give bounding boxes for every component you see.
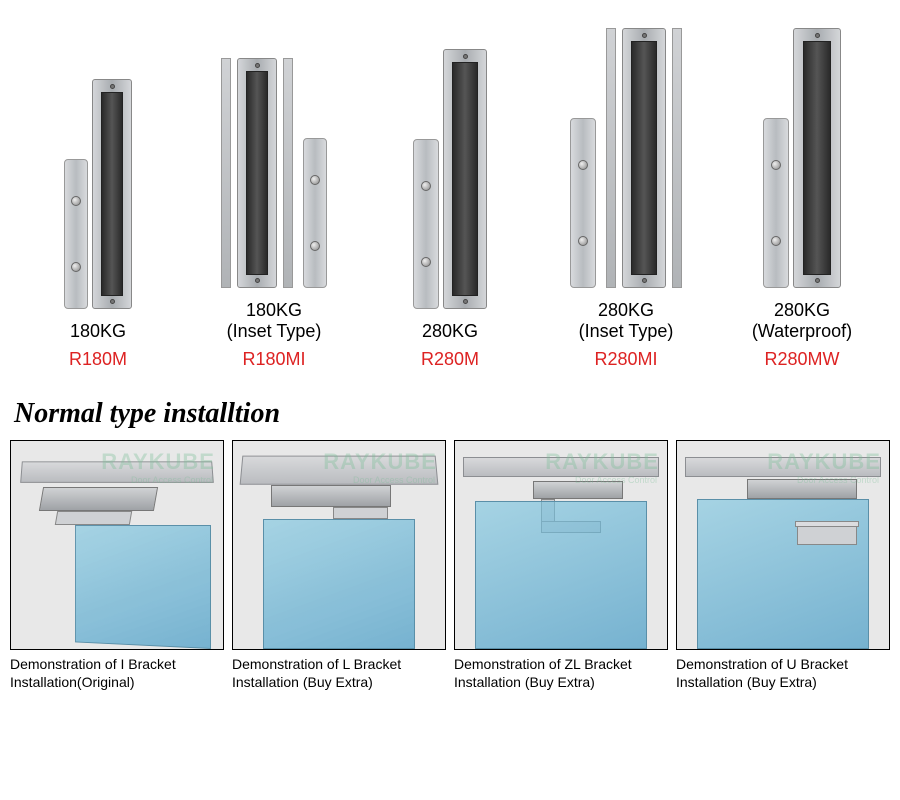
install-l-bracket: RAYKUBE Door Access Control Demonstratio…: [232, 440, 446, 691]
product-row: 180KG R180M 180KG (Inset Type) R180MI: [0, 0, 900, 380]
product-type: (Inset Type): [227, 321, 322, 343]
watermark: RAYKUBE: [323, 449, 437, 475]
install-diagram: RAYKUBE Door Access Control: [232, 440, 446, 650]
install-caption: Demonstration of U Bracket Installation …: [676, 656, 890, 691]
caption-line: Installation (Buy Extra): [454, 674, 595, 690]
product-image: [763, 8, 841, 288]
caption-line: Demonstration of I Bracket: [10, 656, 176, 672]
watermark-sub: Door Access Control: [131, 475, 213, 485]
install-caption: Demonstration of I Bracket Installation(…: [10, 656, 224, 691]
product-type: (Inset Type): [579, 321, 674, 343]
product-r180m: 180KG R180M: [10, 29, 186, 370]
product-weight: 180KG: [69, 321, 127, 343]
install-u-bracket: RAYKUBE Door Access Control Demonstratio…: [676, 440, 890, 691]
watermark: RAYKUBE: [545, 449, 659, 475]
product-code: R280MW: [752, 349, 852, 370]
install-caption: Demonstration of ZL Bracket Installation…: [454, 656, 668, 691]
product-weight: 280KG: [579, 300, 674, 322]
product-r280mw: 280KG (Waterproof) R280MW: [714, 8, 890, 370]
install-zl-bracket: RAYKUBE Door Access Control Demonstratio…: [454, 440, 668, 691]
watermark: RAYKUBE: [101, 449, 215, 475]
product-r280mi: 280KG (Inset Type) R280MI: [538, 8, 714, 370]
install-diagram: RAYKUBE Door Access Control: [454, 440, 668, 650]
caption-line: Demonstration of U Bracket: [676, 656, 848, 672]
install-caption: Demonstration of L Bracket Installation …: [232, 656, 446, 691]
product-code: R180M: [69, 349, 127, 370]
product-weight: 180KG: [227, 300, 322, 322]
product-code: R280MI: [579, 349, 674, 370]
product-image: [570, 8, 682, 288]
watermark-sub: Door Access Control: [353, 475, 435, 485]
watermark-sub: Door Access Control: [575, 475, 657, 485]
product-type: (Waterproof): [752, 321, 852, 343]
product-image: [221, 8, 327, 288]
install-diagram: RAYKUBE Door Access Control: [676, 440, 890, 650]
product-weight: 280KG: [752, 300, 852, 322]
caption-line: Demonstration of ZL Bracket: [454, 656, 632, 672]
install-row: RAYKUBE Door Access Control Demonstratio…: [0, 440, 900, 691]
caption-line: Installation (Buy Extra): [676, 674, 817, 690]
caption-line: Demonstration of L Bracket: [232, 656, 401, 672]
caption-line: Installation(Original): [10, 674, 135, 690]
watermark-sub: Door Access Control: [797, 475, 879, 485]
product-r180mi: 180KG (Inset Type) R180MI: [186, 8, 362, 370]
install-i-bracket: RAYKUBE Door Access Control Demonstratio…: [10, 440, 224, 691]
product-weight: 280KG: [421, 321, 479, 343]
product-code: R180MI: [227, 349, 322, 370]
install-diagram: RAYKUBE Door Access Control: [10, 440, 224, 650]
watermark: RAYKUBE: [767, 449, 881, 475]
section-title: Normal type installtion: [0, 380, 900, 440]
product-code: R280M: [421, 349, 479, 370]
product-image: [64, 29, 132, 309]
caption-line: Installation (Buy Extra): [232, 674, 373, 690]
product-r280m: 280KG R280M: [362, 29, 538, 370]
product-image: [413, 29, 487, 309]
